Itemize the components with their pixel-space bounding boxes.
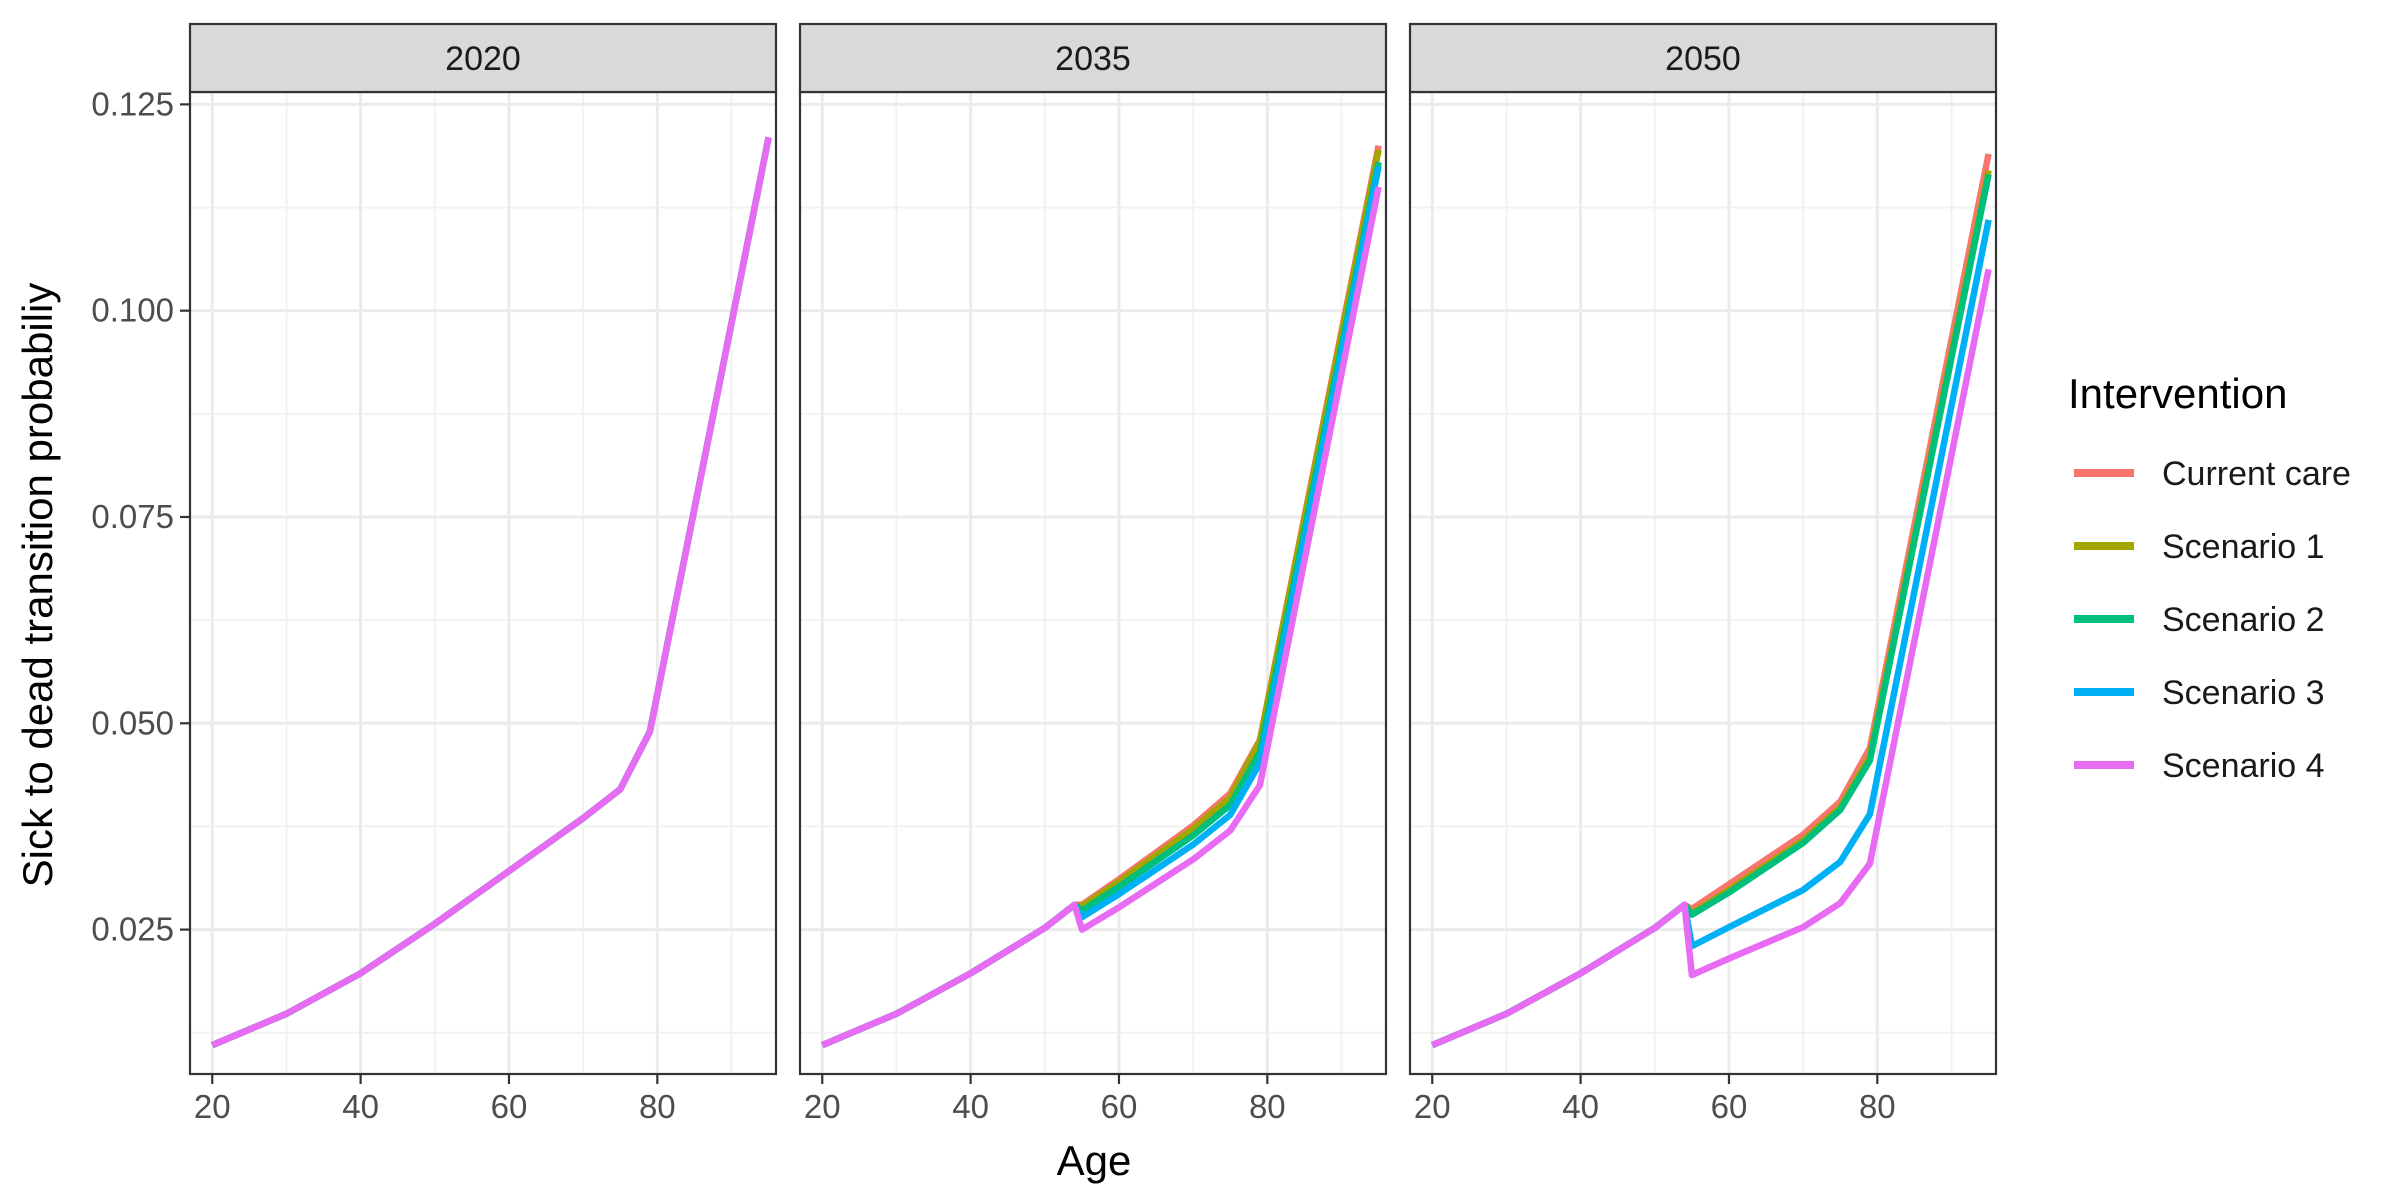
x-tick-label: 40 <box>952 1088 989 1125</box>
legend-label: Scenario 4 <box>2162 747 2325 785</box>
x-tick-label: 40 <box>342 1088 379 1125</box>
x-tick-label: 80 <box>639 1088 676 1125</box>
legend-item-scenario-1: Scenario 1 <box>2074 528 2325 566</box>
x-tick-label: 40 <box>1562 1088 1599 1125</box>
x-tick-label: 20 <box>194 1088 231 1125</box>
legend-label: Scenario 1 <box>2162 528 2325 566</box>
facet-strip-label: 2020 <box>445 40 521 78</box>
series-line-scenario-4 <box>1431 268 1992 1049</box>
legend-label: Scenario 2 <box>2162 601 2325 639</box>
x-tick-label: 60 <box>1101 1088 1138 1125</box>
series-line-scenario-4 <box>821 186 1382 1049</box>
legend-label: Current care <box>2162 455 2351 493</box>
series-line-scenario-4 <box>211 136 772 1049</box>
y-tick-label: 0.075 <box>91 498 174 535</box>
facet-strip <box>798 22 1388 94</box>
legend-item-scenario-4: Scenario 4 <box>2074 747 2325 785</box>
x-tick-label: 20 <box>1414 1088 1451 1125</box>
facet-panel-2050: 2050 20 40 60 80 <box>1408 22 1998 1125</box>
y-tick-label: 0.025 <box>91 911 174 948</box>
legend-items: Current care Scenario 1 Scenario 2 Scenario… <box>2074 455 2351 785</box>
x-axis-title: Age <box>1057 1137 1132 1184</box>
x-tick-label: 60 <box>1711 1088 1748 1125</box>
facet-strip-label: 2035 <box>1055 40 1131 78</box>
y-tick-label: 0.125 <box>91 85 174 122</box>
facet-panel-2035: 2035 20 40 60 80 <box>798 22 1388 1125</box>
legend-item-scenario-2: Scenario 2 <box>2074 601 2325 639</box>
x-tick-label: 60 <box>491 1088 528 1125</box>
x-tick-label: 80 <box>1249 1088 1286 1125</box>
x-tick-label: 80 <box>1859 1088 1896 1125</box>
legend: Intervention Current care Scenario 1 Scena… <box>2068 370 2351 785</box>
panel-background <box>190 92 776 1074</box>
facet-strip-label: 2050 <box>1665 40 1741 78</box>
legend-item-current-care: Current care <box>2074 455 2351 493</box>
x-tick-label: 20 <box>804 1088 841 1125</box>
y-tick-label: 0.050 <box>91 704 174 741</box>
legend-label: Scenario 3 <box>2162 674 2325 712</box>
y-tick-label: 0.100 <box>91 292 174 329</box>
legend-item-scenario-3: Scenario 3 <box>2074 674 2325 712</box>
y-axis-title: Sick to dead transition probabiliy <box>14 283 61 888</box>
legend-title: Intervention <box>2068 370 2287 417</box>
facet-strip <box>188 22 778 94</box>
facet-strip <box>1408 22 1998 94</box>
